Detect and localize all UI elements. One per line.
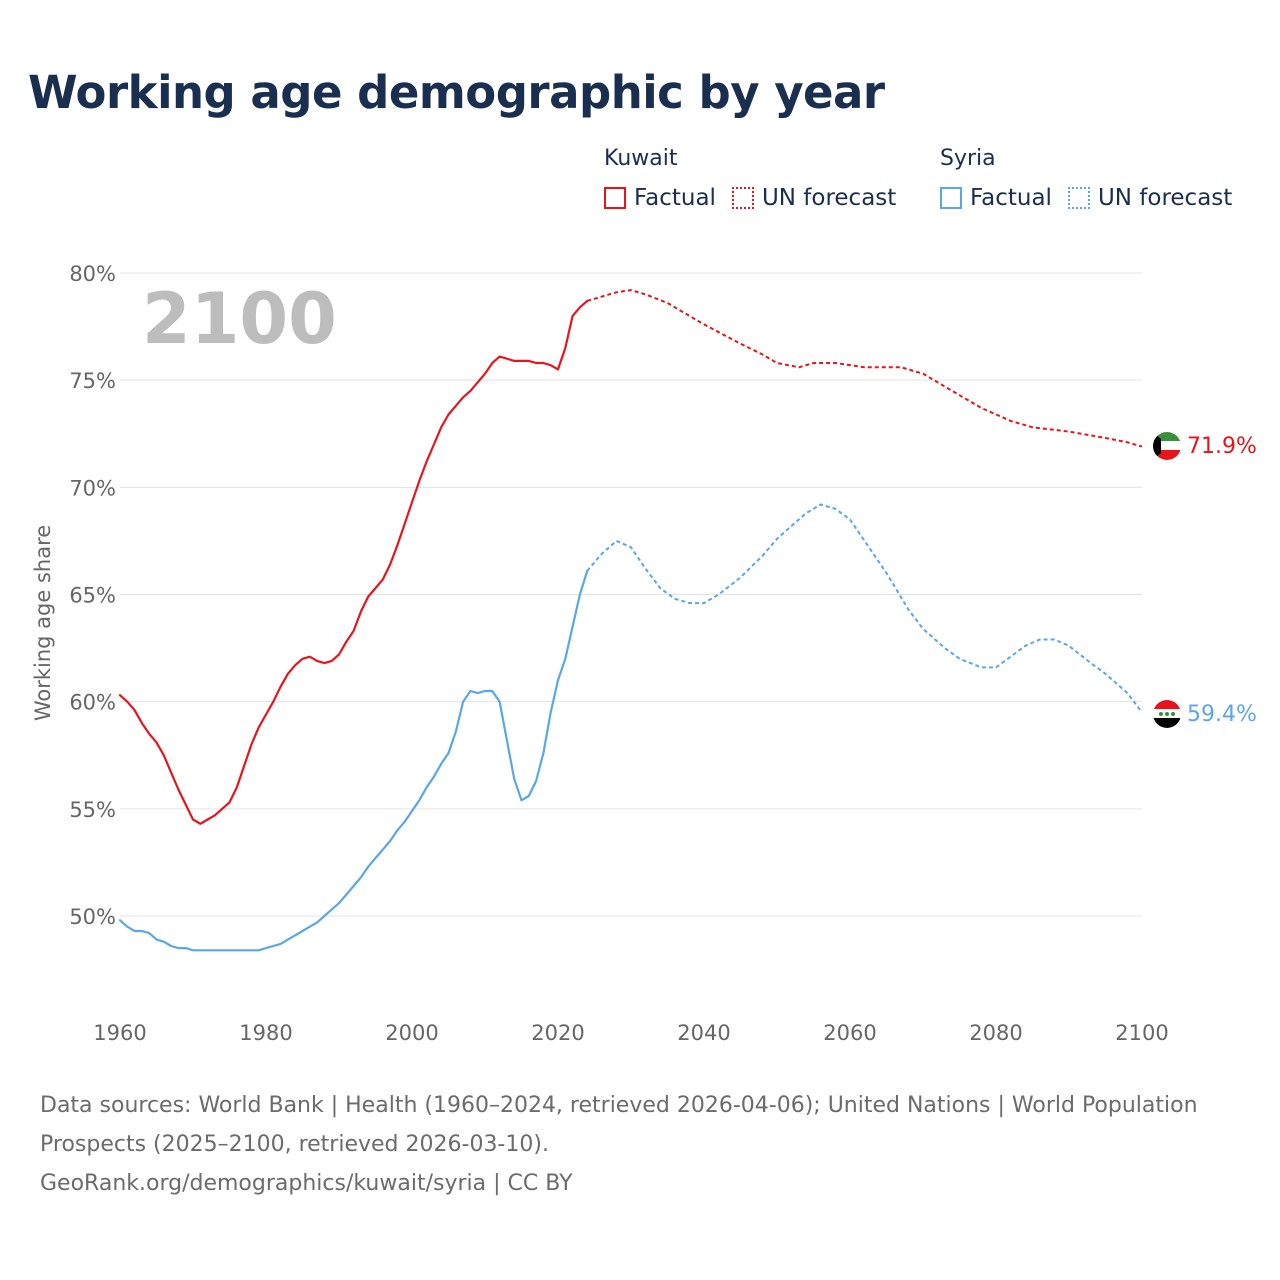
kuwait-forecast-line[interactable] bbox=[586, 289, 1143, 448]
y-tick-label: 80% bbox=[69, 262, 116, 286]
legend-syria-factual-label[interactable]: Factual bbox=[970, 185, 1052, 211]
legend-kuwait: Kuwait Factual UN forecast bbox=[604, 146, 912, 211]
x-tick-label: 2100 bbox=[1115, 1021, 1168, 1045]
line-chart: 80% 75% 70% 65% 60% 55% 50% 1960 1980 2000 2020 20… bbox=[31, 262, 1257, 1045]
x-tick-label: 2000 bbox=[385, 1021, 438, 1045]
grid-lines bbox=[120, 272, 1142, 917]
kuwait-end-value: 71.9% bbox=[1187, 434, 1257, 459]
x-axis-ticks: 1960 1980 2000 2020 2040 2060 2080 2100 bbox=[93, 1021, 1168, 1045]
y-tick-label: 65% bbox=[69, 584, 116, 608]
attribution-link[interactable]: GeoRank.org/demographics/kuwait/syria | … bbox=[40, 1171, 573, 1196]
legend-kuwait-forecast-label[interactable]: UN forecast bbox=[761, 185, 897, 211]
y-tick-label: 55% bbox=[69, 798, 116, 822]
syria-end-value: 59.4% bbox=[1187, 702, 1257, 727]
syria-flag-icon bbox=[1153, 700, 1181, 728]
syria-forecast-line[interactable] bbox=[586, 503, 1143, 714]
kuwait-flag-icon bbox=[1153, 432, 1181, 460]
legend-syria: Syria Factual UN forecast bbox=[940, 146, 1248, 211]
y-tick-label: 70% bbox=[69, 476, 116, 500]
x-tick-label: 1960 bbox=[93, 1021, 146, 1045]
legend-kuwait-country: Kuwait bbox=[604, 146, 678, 171]
footer: Data sources: World Bank | Health (1960–… bbox=[40, 1086, 1220, 1203]
legend-syria-forecast-swatch[interactable] bbox=[1067, 187, 1090, 209]
legend-kuwait-forecast-swatch[interactable] bbox=[731, 187, 754, 209]
legend-syria-forecast-label[interactable]: UN forecast bbox=[1097, 185, 1233, 211]
current-year-label: 2100 bbox=[142, 278, 337, 360]
kuwait-factual-line[interactable] bbox=[118, 299, 589, 825]
x-tick-label: 2040 bbox=[677, 1021, 730, 1045]
legend-kuwait-factual-swatch[interactable] bbox=[604, 187, 626, 209]
y-tick-label: 60% bbox=[69, 691, 116, 715]
y-axis-title: Working age share bbox=[31, 525, 55, 721]
x-tick-label: 2060 bbox=[823, 1021, 876, 1045]
y-axis-ticks: 80% 75% 70% 65% 60% 55% 50% bbox=[69, 262, 116, 929]
x-tick-label: 2020 bbox=[531, 1021, 584, 1045]
legend-syria-factual-swatch[interactable] bbox=[940, 187, 962, 209]
legend-kuwait-factual-label[interactable]: Factual bbox=[634, 185, 716, 211]
x-tick-label: 1980 bbox=[239, 1021, 292, 1045]
syria-factual-line[interactable] bbox=[118, 569, 589, 952]
chart-title: Working age demographic by year bbox=[28, 66, 885, 119]
series-lines bbox=[118, 289, 1143, 952]
x-tick-label: 2080 bbox=[969, 1021, 1022, 1045]
y-tick-label: 75% bbox=[69, 369, 116, 393]
y-tick-label: 50% bbox=[69, 905, 116, 929]
legend-syria-country: Syria bbox=[940, 146, 996, 171]
data-sources: Data sources: World Bank | Health (1960–… bbox=[40, 1093, 1198, 1157]
